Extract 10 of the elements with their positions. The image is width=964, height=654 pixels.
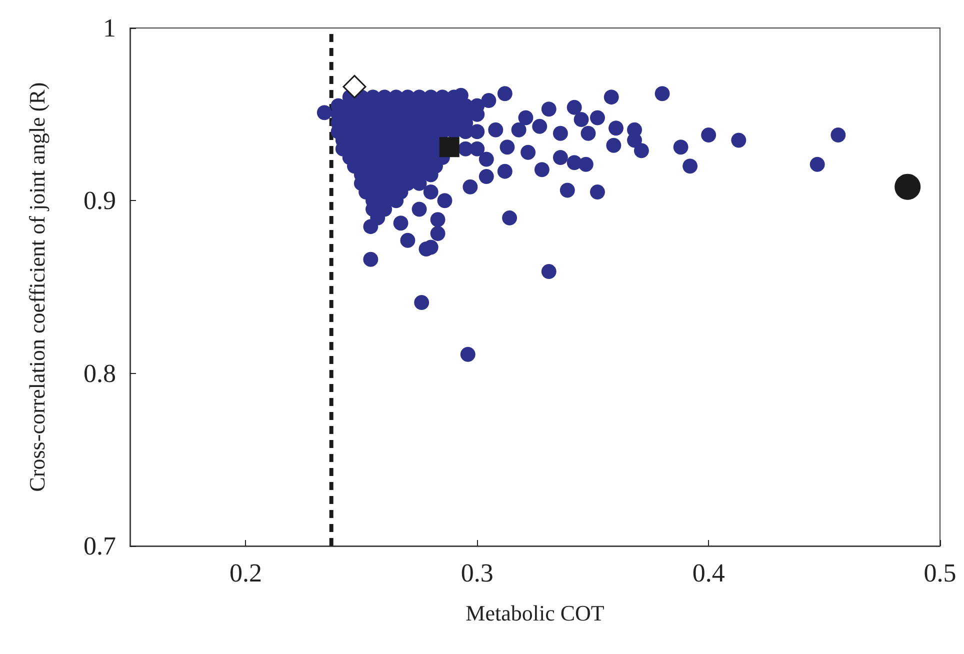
x-axis-title: Metabolic COT — [466, 600, 605, 626]
y-tick-label: 0.9 — [84, 186, 116, 216]
x-tick-label: 0.4 — [692, 558, 725, 588]
x-tick-label: 0.2 — [229, 558, 262, 588]
y-tick-label: 1 — [103, 14, 116, 42]
y-axis-title: Cross-correlation coefficient of joint angle (R) — [24, 82, 50, 492]
x-tick-label: 0.3 — [460, 558, 494, 588]
x-tick-label: 0.5 — [924, 558, 956, 588]
y-tick-label: 0.7 — [84, 532, 116, 560]
y-tick-label: 0.8 — [84, 358, 116, 388]
